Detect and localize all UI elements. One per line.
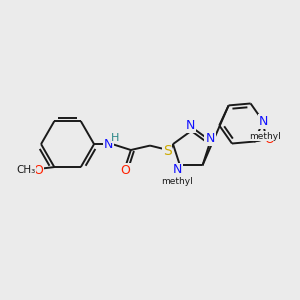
Text: N: N — [259, 115, 268, 128]
Text: CH₃: CH₃ — [16, 165, 35, 175]
Text: O: O — [120, 164, 130, 177]
Text: H: H — [111, 133, 120, 142]
Text: N: N — [186, 119, 195, 132]
Text: S: S — [163, 144, 172, 158]
Text: O: O — [33, 164, 43, 176]
Text: N: N — [173, 164, 182, 176]
Text: N: N — [205, 132, 215, 145]
Text: methyl: methyl — [161, 177, 193, 186]
Text: O: O — [265, 133, 275, 146]
Text: methyl: methyl — [249, 132, 280, 141]
Text: N: N — [103, 138, 113, 151]
